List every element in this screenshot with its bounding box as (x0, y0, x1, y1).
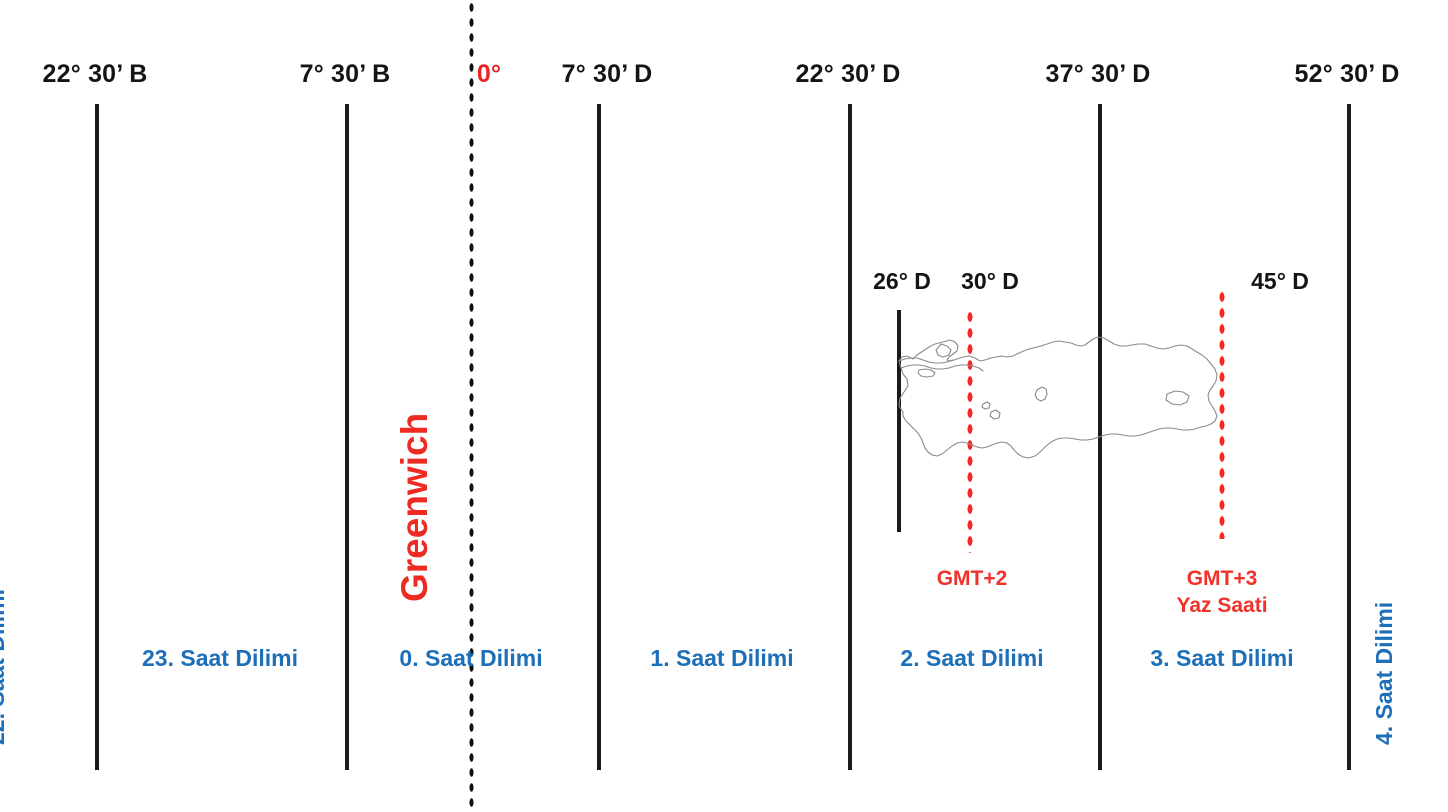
meridian-line-7-30-b (345, 104, 349, 770)
greenwich-label: Greenwich (394, 412, 435, 602)
inner-meridian-30-d (966, 309, 974, 553)
degree-label-26-d: 26° D (873, 268, 931, 294)
degree-label-37-30-d: 37° 30’ D (1045, 60, 1151, 88)
degree-label-7-30-b: 7° 30’ B (299, 60, 391, 88)
marmara-north-path (901, 365, 983, 371)
turkey-mainland-path (899, 337, 1217, 458)
meridian-line-7-30-d (597, 104, 601, 770)
lake-small-1-path (982, 402, 990, 409)
turkey-map-outline (895, 326, 1235, 486)
degree-label-52-30-d: 52° 30’ D (1294, 60, 1400, 88)
gmt-plus-3-line-2: Yaz Saati (1176, 593, 1268, 617)
time-zone-label-4: 4. Saat Dilimi (1371, 601, 1397, 745)
gmt-label-plus-2: GMT+2 (937, 566, 1008, 593)
degree-label-22-30-b: 22° 30’ B (42, 60, 148, 88)
marmara-sea-path (918, 369, 935, 377)
istanbul-region-path (936, 344, 951, 357)
meridian-line-22-30-b (95, 104, 99, 770)
degree-label-0-greenwich: 0° (476, 60, 502, 88)
time-zone-label-0: 0. Saat Dilimi (399, 645, 543, 671)
gmt-plus-3-line-1: GMT+3 (1186, 567, 1258, 590)
tuz-golu-path (1035, 387, 1047, 401)
time-zone-label-1: 1. Saat Dilimi (650, 645, 794, 671)
time-zone-label-22: 22. Saat Dilimi (0, 589, 9, 745)
time-zone-label-3: 3. Saat Dilimi (1150, 645, 1294, 671)
marmara-coast-path (899, 358, 953, 363)
time-zone-label-2: 2. Saat Dilimi (900, 645, 1044, 671)
time-zone-label-23: 23. Saat Dilimi (142, 645, 298, 671)
degree-label-30-d: 30° D (961, 268, 1019, 294)
inner-meridian-26-d (897, 310, 901, 532)
gmt-label-plus-3: GMT+3 Yaz Saati (1176, 566, 1267, 620)
meridian-line-22-30-d (848, 104, 852, 770)
degree-label-7-30-d: 7° 30’ D (561, 60, 653, 88)
lake-small-2-path (990, 410, 1000, 419)
gmt-plus-2-line-1: GMT+2 (936, 567, 1008, 590)
degree-label-45-d: 45° D (1251, 268, 1309, 294)
meridian-line-greenwich-0 (468, 0, 475, 812)
degree-label-22-30-d: 22° 30’ D (795, 60, 901, 88)
van-golu-path (1166, 391, 1189, 405)
meridian-line-52-30-d (1347, 104, 1351, 770)
inner-meridian-45-d (1218, 289, 1226, 539)
